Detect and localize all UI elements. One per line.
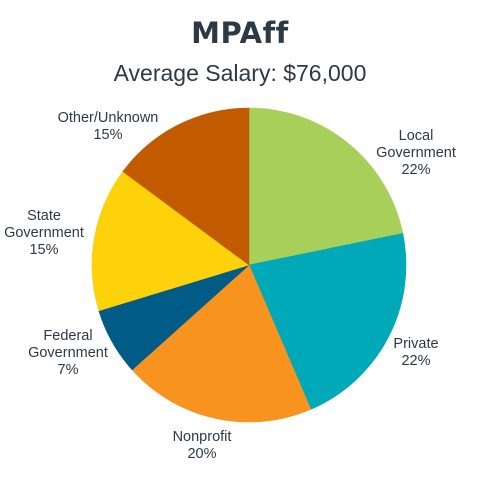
- pie-slice-1: [248, 233, 407, 410]
- slice-value-label: 15%: [93, 127, 122, 143]
- slice-category-label: Government: [376, 145, 456, 161]
- slice-category-label: State: [27, 208, 61, 224]
- slice-category-label: Government: [4, 225, 84, 241]
- slice-category-label: Government: [28, 345, 108, 361]
- pie-labels: Local Government 22%Private 22%Nonprofit 20%…: [4, 110, 456, 462]
- pie-slice-2: [131, 264, 312, 423]
- slice-label-4: State Government 15%: [4, 208, 84, 258]
- slice-value-label: 22%: [401, 353, 430, 369]
- chart-subtitle: Average Salary: $76,000: [113, 60, 367, 86]
- pie-slices: [91, 107, 407, 423]
- slice-label-0: Local Government 22%: [376, 128, 456, 178]
- slice-category-label: Other/Unknown: [58, 110, 159, 126]
- pie-slice-5: [122, 107, 250, 266]
- slice-value-label: 7%: [58, 362, 79, 378]
- slice-label-2: Nonprofit 20%: [173, 429, 232, 462]
- slice-label-3: Federal Government 7%: [28, 328, 108, 378]
- slice-category-label: Private: [393, 336, 438, 352]
- slice-label-1: Private 22%: [393, 336, 438, 369]
- slice-category-label: Nonprofit: [173, 429, 232, 445]
- chart-title: MPAff: [191, 16, 289, 50]
- pie-slice-0: [248, 107, 404, 266]
- slice-value-label: 15%: [29, 242, 58, 258]
- slice-value-label: 20%: [187, 446, 216, 462]
- slice-category-label: Local: [399, 128, 434, 144]
- slice-category-label: Federal: [43, 328, 92, 344]
- slice-value-label: 22%: [401, 162, 430, 178]
- slice-label-5: Other/Unknown 15%: [58, 110, 159, 143]
- pie-slice-4: [91, 171, 250, 312]
